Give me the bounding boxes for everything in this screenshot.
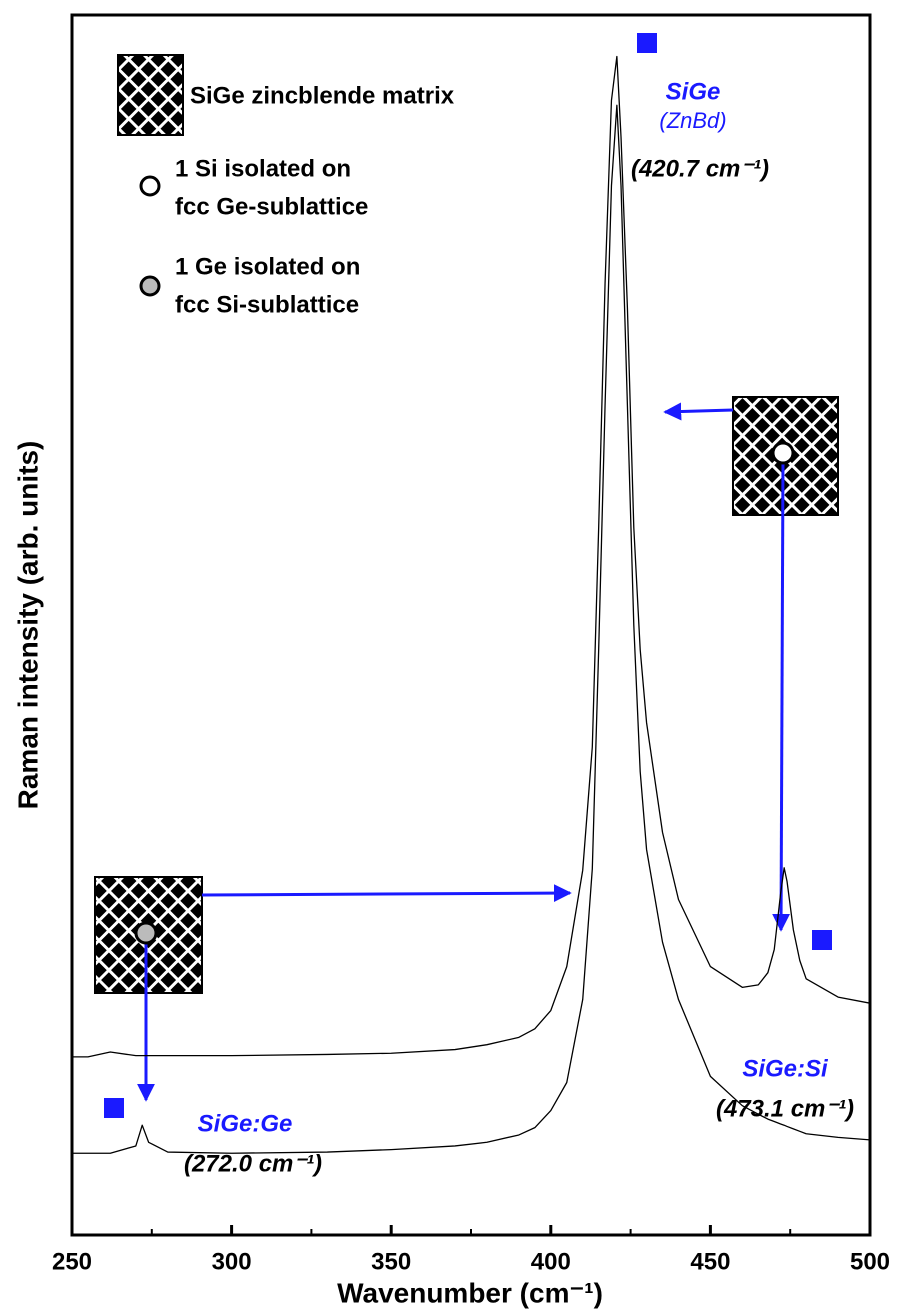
x-tick-label: 350: [371, 1248, 411, 1275]
matrix-box: [94, 876, 203, 994]
legend-text: 1 Ge isolated on: [175, 253, 360, 280]
peak-marker: [637, 33, 657, 53]
legend-swatch: [117, 54, 184, 136]
legend-text: SiGe zincblende matrix: [190, 82, 455, 109]
arrow: [663, 402, 734, 421]
annotation: SiGe:Ge: [198, 1110, 293, 1137]
annotation: (ZnBd): [659, 108, 726, 133]
x-axis-label: Wavenumber (cm⁻¹): [337, 1277, 603, 1308]
x-tick-label: 500: [850, 1248, 890, 1275]
legend-swatch: [139, 275, 161, 297]
annotation: SiGe:Si: [742, 1055, 829, 1082]
x-tick-label: 450: [690, 1248, 730, 1275]
legend-text: fcc Ge-sublattice: [175, 193, 368, 220]
annotation: SiGe: [666, 78, 721, 105]
x-tick-label: 250: [52, 1248, 92, 1275]
arrow: [772, 459, 791, 932]
peak-marker: [104, 1098, 124, 1118]
annotation: (473.1 cm⁻¹): [716, 1095, 854, 1122]
y-axis-label: Raman intensity (arb. units): [12, 441, 43, 810]
atom: [134, 921, 158, 945]
legend-swatch: [139, 175, 161, 197]
x-tick-label: 300: [212, 1248, 252, 1275]
arrow: [201, 884, 572, 903]
spectrum-line: [72, 55, 871, 1058]
legend-text: 1 Si isolated on: [175, 155, 351, 182]
peak-marker: [812, 930, 832, 950]
spectrum-line: [72, 104, 871, 1154]
x-tick-label: 400: [531, 1248, 571, 1275]
legend-text: fcc Si-sublattice: [175, 291, 359, 318]
atom: [771, 441, 795, 465]
annotation: (420.7 cm⁻¹): [631, 155, 769, 182]
annotation: (272.0 cm⁻¹): [184, 1150, 322, 1177]
